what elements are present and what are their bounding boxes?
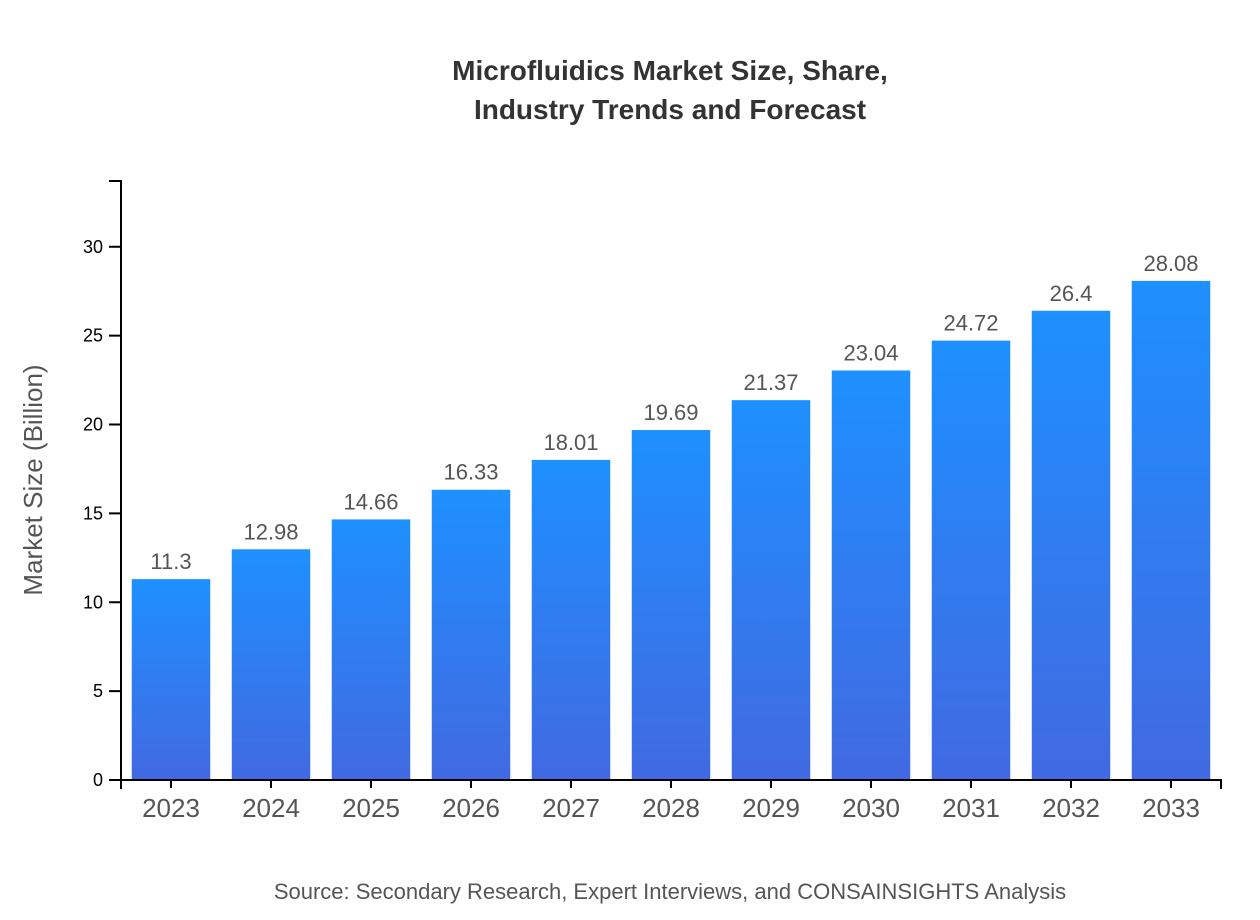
chart-title-line-2: Industry Trends and Forecast [474,94,866,125]
bar-2033 [1131,280,1211,780]
x-tick-label-2031: 2031 [942,793,1000,823]
bar-2028 [631,430,711,780]
bar-2023 [131,579,211,780]
data-label-2026: 16.33 [443,460,498,485]
source-note: Source: Secondary Research, Expert Inter… [274,879,1066,904]
y-axis-label: Market Size (Billion) [18,364,48,595]
x-tick-label-2027: 2027 [542,793,600,823]
y-tick-label-25: 25 [83,326,103,346]
data-label-2027: 18.01 [543,430,598,455]
x-tick-label-2024: 2024 [242,793,300,823]
x-tick-label-2033: 2033 [1142,793,1200,823]
y-axis-line [109,180,122,780]
bar-2030 [831,370,911,780]
bar-2026 [431,489,511,780]
chart-title-line-1: Microfluidics Market Size, Share, [452,55,888,86]
x-axis-line [120,779,1222,789]
data-label-2031: 24.72 [943,311,998,336]
bar-2025 [331,519,411,780]
data-label-2030: 23.04 [843,340,898,365]
x-tick-label-2029: 2029 [742,793,800,823]
bar-2031 [931,340,1011,780]
bar-2032 [1031,310,1111,780]
x-tick-label-2032: 2032 [1042,793,1100,823]
y-tick-label-20: 20 [83,415,103,435]
data-label-2024: 12.98 [243,519,298,544]
y-tick-label-15: 15 [83,503,103,523]
y-tick-label-0: 0 [93,770,103,790]
x-tick-label-2026: 2026 [442,793,500,823]
data-label-2033: 28.08 [1143,251,1198,276]
data-label-2028: 19.69 [643,400,698,425]
y-tick-label-5: 5 [93,681,103,701]
x-tick-label-2023: 2023 [142,793,200,823]
bar-2027 [531,459,611,780]
data-label-2029: 21.37 [743,370,798,395]
y-tick-label-30: 30 [83,237,103,257]
x-tick-label-2025: 2025 [342,793,400,823]
bar-2029 [731,400,811,780]
data-label-2032: 26.4 [1050,281,1093,306]
plot-area: 11.3202312.98202414.66202516.33202618.01… [83,180,1222,823]
bar-2024 [231,549,311,780]
x-tick-label-2028: 2028 [642,793,700,823]
x-tick-label-2030: 2030 [842,793,900,823]
data-label-2025: 14.66 [343,489,398,514]
data-label-2023: 11.3 [150,549,191,574]
y-tick-label-10: 10 [83,592,103,612]
